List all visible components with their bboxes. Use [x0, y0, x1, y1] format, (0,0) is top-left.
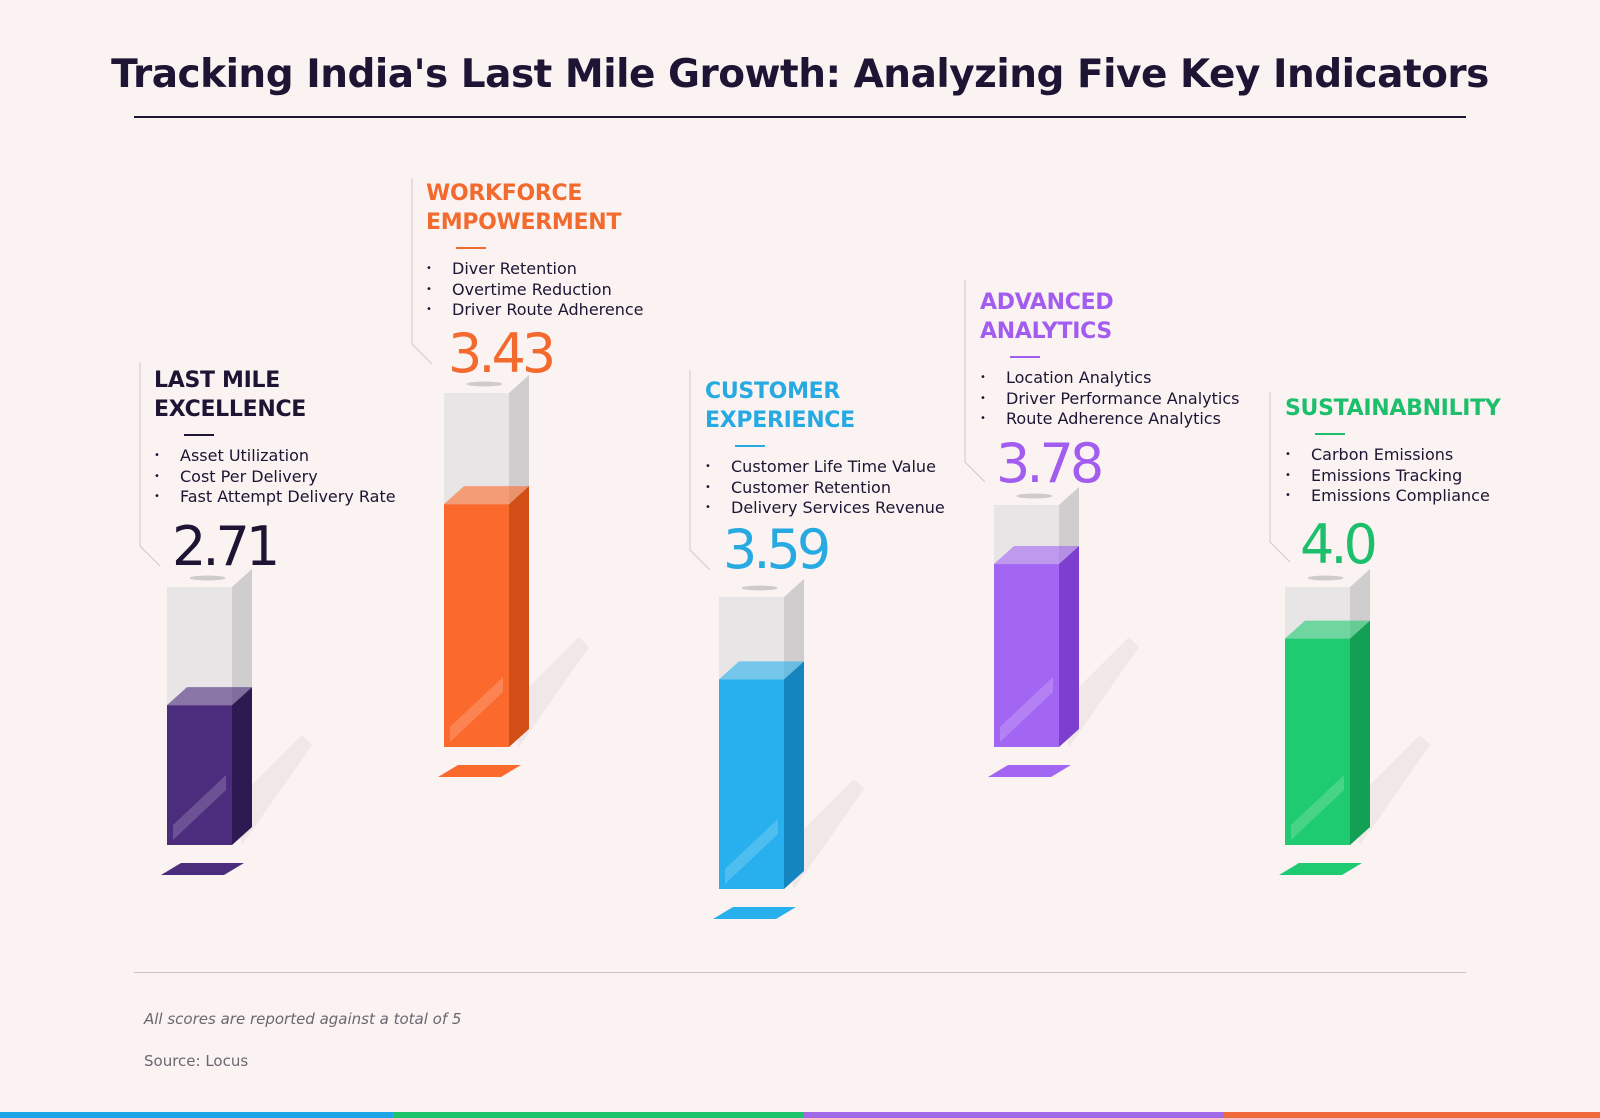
indicator-label: WORKFORCE EMPOWERMENT Diver RetentionOvert… [426, 179, 644, 321]
metric-item: Emissions Tracking [1285, 466, 1501, 487]
indicator-title: WORKFORCE EMPOWERMENT [426, 179, 644, 237]
score-value: 3.59 [723, 518, 831, 581]
title-underline [1010, 356, 1040, 358]
indicator-title: ADVANCED ANALYTICS [980, 288, 1239, 346]
bar-fill-top [167, 687, 252, 706]
score-value: 3.78 [996, 432, 1104, 495]
metric-list: Asset UtilizationCost Per DeliveryFast A… [154, 446, 396, 508]
connector-line [139, 362, 161, 567]
indicator-label: CUSTOMER EXPERIENCE Customer Life Time Val… [705, 377, 945, 519]
indicator-title-line: EXCELLENCE [154, 397, 307, 422]
metric-item: Customer Retention [705, 478, 945, 499]
indicator-title: SUSTAINABNILITY [1285, 394, 1501, 423]
score-value: 4.0 [1300, 513, 1378, 576]
color-bar [0, 1112, 1600, 1118]
metric-item: Asset Utilization [154, 446, 396, 467]
metric-item: Delivery Services Revenue [705, 498, 945, 519]
indicator-title-line: SUSTAINABNILITY [1285, 396, 1501, 421]
bar-fill-front [719, 679, 784, 889]
metric-item: Diver Retention [426, 259, 644, 280]
title-underline [184, 434, 214, 436]
indicator-title: CUSTOMER EXPERIENCE [705, 377, 945, 435]
bar-glass-cap [741, 585, 778, 591]
color-bar-segment [1224, 1112, 1600, 1118]
connector-line [1269, 392, 1291, 563]
bar-glass-cap [466, 381, 503, 387]
bar-fill-top [994, 546, 1079, 565]
indicator-title-line: ANALYTICS [980, 319, 1112, 344]
metric-list: Location AnalyticsDriver Performance Ana… [980, 368, 1239, 430]
metric-item: Driver Performance Analytics [980, 389, 1239, 410]
bar-fill-side [784, 661, 804, 889]
title-underline [735, 445, 765, 447]
metric-item: Fast Attempt Delivery Rate [154, 487, 396, 508]
indicator-label: ADVANCED ANALYTICS Location AnalyticsDrive… [980, 288, 1239, 430]
bar-fill-side [1350, 620, 1370, 845]
bar-glass-cap [1016, 493, 1053, 499]
bar-highlight [1291, 775, 1344, 840]
indicator-title-line: LAST MILE [154, 368, 280, 393]
metric-item: Driver Route Adherence [426, 300, 644, 321]
indicator-title-line: EXPERIENCE [705, 408, 855, 433]
connector-line [964, 280, 986, 483]
bar-highlight [1000, 677, 1053, 742]
footnote: All scores are reported against a total … [144, 1010, 462, 1028]
bar-base [161, 863, 244, 875]
bar-fill-top [719, 661, 804, 680]
metric-item: Emissions Compliance [1285, 486, 1501, 507]
indicator-title-line: ADVANCED [980, 290, 1114, 315]
bar-fill-side [1059, 546, 1079, 747]
bar-fill-front [167, 705, 232, 845]
title-underline [456, 247, 486, 249]
score-value: 3.43 [448, 322, 556, 385]
page-title: Tracking India's Last Mile Growth: Analy… [111, 52, 1489, 97]
bar-fill-front [994, 564, 1059, 747]
bar-fill-front [1285, 638, 1350, 845]
color-bar-segment [0, 1112, 393, 1118]
metric-item: Location Analytics [980, 368, 1239, 389]
bar-base [1279, 863, 1362, 875]
bar-glass-cap [189, 575, 226, 581]
bar-highlight [725, 819, 778, 884]
metric-item: Overtime Reduction [426, 280, 644, 301]
bar-highlight [450, 677, 503, 742]
metric-list: Carbon EmissionsEmissions TrackingEmissi… [1285, 445, 1501, 507]
metric-item: Route Adherence Analytics [980, 409, 1239, 430]
bar-glass-cap [1307, 575, 1344, 581]
indicator-title: LAST MILE EXCELLENCE [154, 366, 396, 424]
title-divider [134, 116, 1466, 118]
title-underline [1315, 433, 1345, 435]
footer-divider [134, 972, 1466, 973]
metric-item: Carbon Emissions [1285, 445, 1501, 466]
indicator-title-line: WORKFORCE [426, 181, 583, 206]
bar-highlight [173, 775, 226, 840]
bar-base [713, 907, 796, 919]
metric-list: Diver RetentionOvertime ReductionDriver … [426, 259, 644, 321]
connector-line [689, 370, 711, 571]
color-bar-segment [804, 1112, 1224, 1118]
color-bar-segment [393, 1112, 804, 1118]
metric-item: Customer Life Time Value [705, 457, 945, 478]
indicator-label: SUSTAINABNILITYCarbon EmissionsEmissions… [1285, 394, 1501, 507]
metric-item: Cost Per Delivery [154, 467, 396, 488]
indicator-title-line: EMPOWERMENT [426, 210, 622, 235]
bar-base [438, 765, 521, 777]
indicator-label: LAST MILE EXCELLENCE Asset UtilizationCost… [154, 366, 396, 508]
indicator-title-line: CUSTOMER [705, 379, 841, 404]
bar-base [988, 765, 1071, 777]
bar-fill-top [444, 486, 529, 505]
score-value: 2.71 [172, 515, 280, 578]
bar-fill-front [444, 504, 509, 747]
metric-list: Customer Life Time ValueCustomer Retenti… [705, 457, 945, 519]
source-text: Source: Locus [144, 1052, 249, 1070]
connector-line [411, 178, 433, 365]
bar-fill-side [509, 486, 529, 747]
bar-fill-top [1285, 620, 1370, 639]
bar-fill-side [232, 687, 252, 845]
